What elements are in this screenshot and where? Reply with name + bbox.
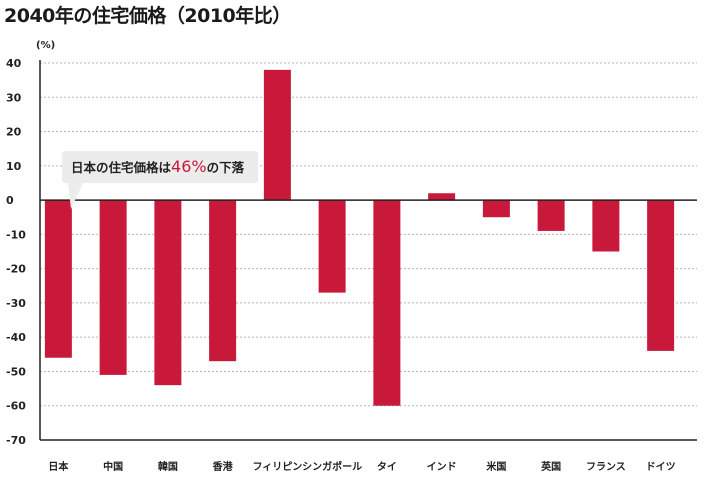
bar-日本 bbox=[44, 200, 72, 358]
y-tick-label: -50 bbox=[6, 365, 26, 378]
bar-タイ bbox=[373, 200, 401, 406]
callout-prefix: 日本の住宅価格は bbox=[71, 160, 172, 175]
bar-香港 bbox=[209, 200, 237, 362]
bars bbox=[44, 69, 675, 406]
x-category-label: 日本 bbox=[48, 460, 69, 473]
x-category-label: 香港 bbox=[213, 460, 234, 473]
callout-pointer bbox=[68, 183, 83, 209]
x-category-label: 米国 bbox=[486, 460, 506, 473]
gridlines bbox=[40, 62, 697, 407]
y-tick-label: -70 bbox=[6, 434, 26, 447]
x-category-label: シンガポール bbox=[302, 460, 362, 473]
y-tick-label: 30 bbox=[6, 91, 22, 104]
y-tick-label: 0 bbox=[6, 194, 14, 207]
bar-インド bbox=[428, 193, 456, 201]
x-category-label: 韓国 bbox=[158, 460, 178, 473]
x-category-label: タイ bbox=[377, 461, 397, 473]
axes bbox=[39, 60, 697, 441]
bar-米国 bbox=[482, 200, 510, 218]
callout-value: 46% bbox=[171, 157, 207, 176]
callout-annotation: 日本の住宅価格は46%の下落 bbox=[62, 151, 258, 183]
bar-韓国 bbox=[154, 200, 182, 386]
x-category-label: 英国 bbox=[540, 460, 561, 473]
bar-ドイツ bbox=[647, 200, 675, 351]
y-tick-label: -60 bbox=[6, 400, 26, 413]
bar-シンガポール bbox=[318, 200, 346, 293]
y-unit-label: (%) bbox=[36, 40, 55, 51]
x-category-label: ドイツ bbox=[646, 461, 676, 473]
y-tick-label: -30 bbox=[6, 297, 26, 310]
x-category-label: フランス bbox=[586, 461, 626, 473]
y-tick-label: -10 bbox=[6, 228, 26, 241]
callout-suffix: の下落 bbox=[206, 160, 245, 175]
bar-英国 bbox=[537, 200, 565, 231]
bar-中国 bbox=[99, 200, 127, 375]
x-category-label: フィリピン bbox=[252, 461, 302, 473]
y-tick-label: -20 bbox=[6, 263, 26, 276]
x-category-label: インド bbox=[427, 461, 457, 473]
x-category-label: 中国 bbox=[103, 460, 123, 473]
y-tick-label: 10 bbox=[6, 160, 22, 173]
y-tick-label: 40 bbox=[6, 57, 22, 70]
bar-フィリピン bbox=[263, 69, 291, 201]
y-tick-label: -40 bbox=[6, 331, 26, 344]
chart-title: 2040年の住宅価格（2010年比） bbox=[4, 5, 291, 27]
axis-labels: (%) 40 30 20 10 0 -10 -20 -30 -40 -50 -60 -70 日本 中国 韓国 香… bbox=[6, 40, 676, 473]
bar-フランス bbox=[592, 200, 620, 252]
y-tick-label: 20 bbox=[6, 126, 22, 139]
